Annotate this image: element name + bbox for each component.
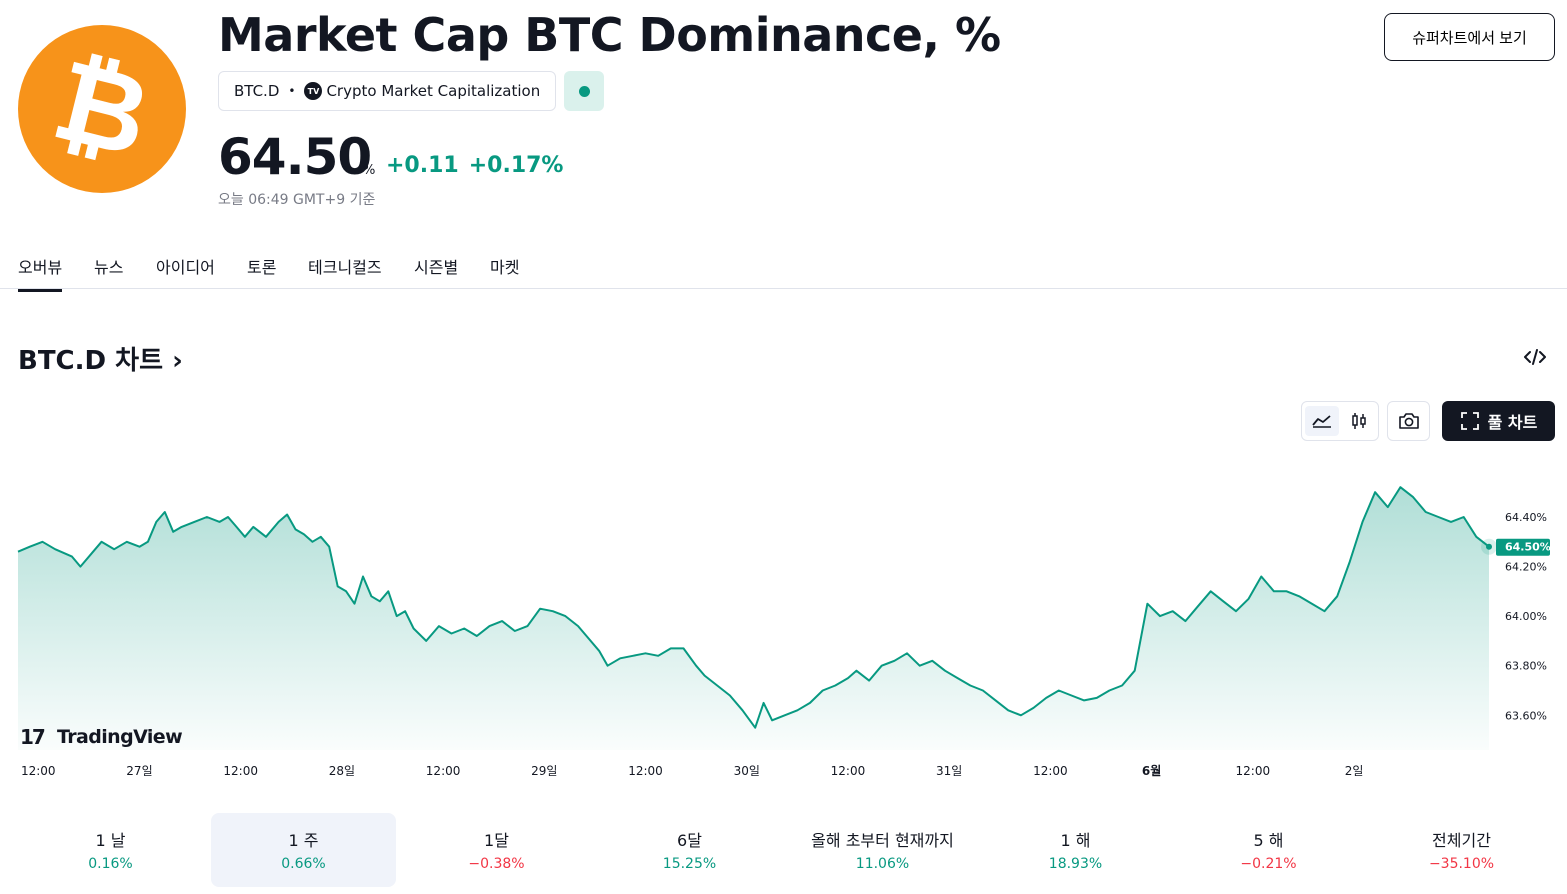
- x-tick-label: 29일: [531, 764, 557, 778]
- last-point-dot: [1486, 543, 1492, 550]
- tradingview-watermark: 17 TradingView: [20, 725, 183, 749]
- area-chart-button[interactable]: [1305, 406, 1339, 436]
- chevron-right-icon: ›: [172, 346, 183, 376]
- exchange-name: Crypto Market Capitalization: [326, 82, 541, 100]
- y-tick-label: 64.20%: [1505, 561, 1547, 574]
- period-value: −0.21%: [1240, 856, 1297, 872]
- period-label: 전체기간: [1432, 831, 1491, 850]
- chart-heading-text: BTC.D 차트: [18, 346, 163, 376]
- candlestick-icon: [1352, 413, 1366, 429]
- period-value: −0.38%: [468, 856, 525, 872]
- period-performance-row: 1 날 0.16% 1 주 0.66% 1달 −0.38% 6달 15.25% …: [0, 813, 1567, 887]
- section-tabs: 오버뷰 뉴스 아이디어 토론 테크니컬즈 시즌별 마켓: [0, 250, 1567, 292]
- x-tick-label: 12:00: [1236, 764, 1271, 778]
- period-value: 18.93%: [1048, 856, 1103, 872]
- x-tick-label: 6월: [1142, 763, 1161, 778]
- x-tick-label: 27일: [126, 764, 152, 778]
- period-6m[interactable]: 6달 15.25%: [597, 813, 782, 887]
- x-tick-label: 28일: [329, 764, 355, 778]
- snapshot-button[interactable]: [1387, 401, 1430, 441]
- btc-logo-icon: ₿: [18, 25, 186, 193]
- y-tick-label: 64.40%: [1505, 511, 1547, 524]
- tab-seasonals[interactable]: 시즌별: [414, 258, 459, 277]
- period-all[interactable]: 전체기간 −35.10%: [1369, 813, 1554, 887]
- symbol-ticker: BTC.D: [234, 82, 280, 100]
- period-value: 0.16%: [88, 856, 133, 872]
- y-tick-label: 64.00%: [1505, 610, 1547, 623]
- tab-overview[interactable]: 오버뷰: [18, 254, 63, 292]
- period-label: 1 해: [1060, 831, 1091, 850]
- price-timestamp: 오늘 06:49 GMT+9 기준: [218, 192, 376, 208]
- bitcoin-glyph: ₿: [41, 34, 163, 184]
- last-price-badge-label: 64.50%: [1505, 541, 1551, 554]
- market-open-dot-icon: [578, 85, 590, 97]
- change-absolute: +0.11: [386, 153, 459, 178]
- period-5y[interactable]: 5 해 −0.21%: [1176, 813, 1361, 887]
- symbol-chip[interactable]: BTC.D • TV Crypto Market Capitalization: [218, 71, 556, 111]
- x-tick-label: 12:00: [1033, 764, 1068, 778]
- x-tick-label: 30일: [734, 764, 760, 778]
- view-supercharts-button[interactable]: 슈퍼차트에서 보기: [1384, 13, 1555, 61]
- period-label: 1 날: [95, 831, 126, 850]
- market-status-badge[interactable]: [564, 71, 604, 111]
- period-1m[interactable]: 1달 −0.38%: [404, 813, 589, 887]
- last-price: 64.50: [218, 128, 372, 186]
- tradingview-wordmark: TradingView: [57, 726, 182, 748]
- period-label: 6달: [677, 831, 702, 850]
- btc-dominance-chart[interactable]: 64.40% 64.20% 64.00% 63.80% 63.60% 64.50% 12:…: [0, 455, 1567, 785]
- x-tick-label: 2일: [1345, 764, 1364, 778]
- period-1w[interactable]: 1 주 0.66%: [211, 813, 396, 887]
- period-label: 1달: [484, 831, 509, 850]
- y-tick-label: 63.60%: [1505, 709, 1547, 722]
- period-label: 5 해: [1253, 831, 1284, 850]
- period-ytd[interactable]: 올해 초부터 현재까지 11.06%: [790, 813, 975, 887]
- x-tick-label: 12:00: [21, 764, 56, 778]
- tradingview-mini-icon: TV: [304, 82, 323, 100]
- price-area-fill: [18, 487, 1489, 750]
- symbol-separator: •: [288, 84, 296, 98]
- x-tick-label: 31일: [936, 764, 962, 778]
- x-tick-label: 12:00: [628, 764, 663, 778]
- candle-chart-button[interactable]: [1342, 406, 1376, 436]
- tab-ideas[interactable]: 아이디어: [156, 258, 215, 277]
- camera-icon: [1398, 413, 1419, 429]
- y-tick-label: 63.80%: [1505, 660, 1547, 673]
- area-chart-icon: [1312, 415, 1331, 428]
- tab-discussion[interactable]: 토론: [247, 258, 277, 277]
- tradingview-logo-icon: 17: [20, 725, 45, 749]
- tab-markets[interactable]: 마켓: [490, 258, 520, 277]
- x-tick-label: 12:00: [426, 764, 461, 778]
- chart-heading-link[interactable]: BTC.D 차트 ›: [18, 340, 183, 377]
- period-label: 1 주: [288, 831, 319, 850]
- period-value: 0.66%: [281, 856, 326, 872]
- chart-style-toggle: [1301, 401, 1379, 441]
- price-series-line: [17, 486, 1490, 729]
- period-1d[interactable]: 1 날 0.16%: [18, 813, 203, 887]
- tab-news[interactable]: 뉴스: [94, 258, 124, 277]
- x-tick-label: 12:00: [223, 764, 258, 778]
- full-chart-button[interactable]: 풀 차트: [1442, 401, 1555, 441]
- period-1y[interactable]: 1 해 18.93%: [983, 813, 1168, 887]
- period-value: 11.06%: [855, 856, 910, 872]
- period-label: 올해 초부터 현재까지: [811, 831, 954, 850]
- price-change: +0.11 +0.17%: [386, 153, 563, 178]
- fullscreen-icon: [1460, 412, 1479, 430]
- last-price-badge: [1496, 538, 1550, 556]
- embed-code-icon[interactable]: [1522, 346, 1548, 368]
- price-unit: %: [363, 163, 376, 178]
- change-percent: +0.17%: [468, 153, 564, 178]
- x-tick-label: 12:00: [831, 764, 866, 778]
- period-value: −35.10%: [1428, 856, 1495, 872]
- full-chart-label: 풀 차트: [1487, 413, 1538, 432]
- period-value: 15.25%: [662, 856, 717, 872]
- tab-technicals[interactable]: 테크니컬즈: [308, 258, 382, 277]
- page-title: Market Cap BTC Dominance, %: [218, 8, 1001, 62]
